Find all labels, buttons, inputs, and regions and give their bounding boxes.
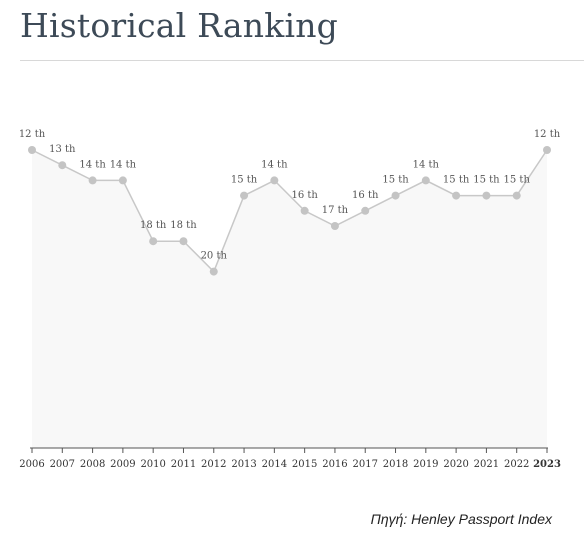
x-tick-label: 2009 (110, 459, 135, 470)
x-tick-label: 2013 (231, 459, 256, 470)
data-label: 12 th (534, 129, 561, 140)
x-tick-label: 2007 (50, 459, 75, 470)
data-point (149, 237, 158, 246)
data-point (330, 222, 339, 230)
title-divider (20, 60, 584, 61)
data-point (28, 146, 36, 154)
data-label: 14 th (261, 159, 288, 170)
data-point (209, 267, 218, 276)
series-line (31, 149, 548, 273)
data-point (512, 191, 521, 200)
data-label: 18 th (140, 220, 167, 231)
x-tick-label: 2020 (443, 459, 468, 470)
data-point (300, 206, 309, 215)
ranking-chart: 12 th 2006 13 th 2007 14 th 2008 14 th 2009 18 t… (19, 129, 561, 470)
x-tick-label: 2015 (292, 459, 317, 470)
data-label: 14 th (413, 159, 440, 170)
data-point (240, 191, 249, 200)
x-tick-label: 2012 (201, 459, 226, 470)
data-point (452, 191, 461, 200)
data-point (58, 161, 67, 170)
x-tick-label: 2014 (262, 459, 287, 470)
source-caption: Πηγή: Henley Passport Index (370, 511, 552, 527)
x-tick-label: 2010 (140, 459, 165, 470)
x-tick-label: 2018 (383, 459, 408, 470)
x-tick-label: 2011 (171, 459, 196, 470)
data-point (391, 191, 400, 200)
data-label: 13 th (49, 144, 76, 155)
data-label: 15 th (443, 175, 470, 186)
data-point (543, 146, 551, 154)
data-label: 17 th (322, 205, 349, 216)
data-label: 18 th (170, 220, 197, 231)
data-label: 16 th (291, 190, 318, 201)
data-point (482, 191, 491, 200)
data-label: 20 th (201, 251, 228, 262)
x-tick-label: 2019 (413, 459, 438, 470)
x-tick-label: 2006 (19, 459, 44, 470)
data-label: 16 th (352, 190, 379, 201)
data-label: 15 th (382, 175, 409, 186)
data-label: 15 th (231, 175, 258, 186)
data-label: 14 th (110, 159, 137, 170)
data-point (270, 176, 279, 185)
chart-area (32, 150, 547, 448)
data-point (361, 206, 370, 215)
x-tick-label: 2021 (474, 459, 499, 470)
data-label: 14 th (79, 159, 106, 170)
page-title: Historical Ranking (20, 6, 338, 45)
x-tick-label: 2017 (353, 459, 378, 470)
data-point (179, 237, 188, 246)
data-label: 15 th (504, 175, 531, 186)
x-tick-label: 2008 (80, 459, 105, 470)
x-tick-label: 2016 (322, 459, 347, 470)
x-tick-label: 2023 (533, 459, 561, 470)
data-label: 12 th (19, 129, 46, 140)
data-point (118, 176, 127, 185)
data-point (421, 176, 430, 185)
data-point (88, 176, 97, 185)
data-label: 15 th (473, 175, 500, 186)
x-tick-label: 2022 (504, 459, 529, 470)
